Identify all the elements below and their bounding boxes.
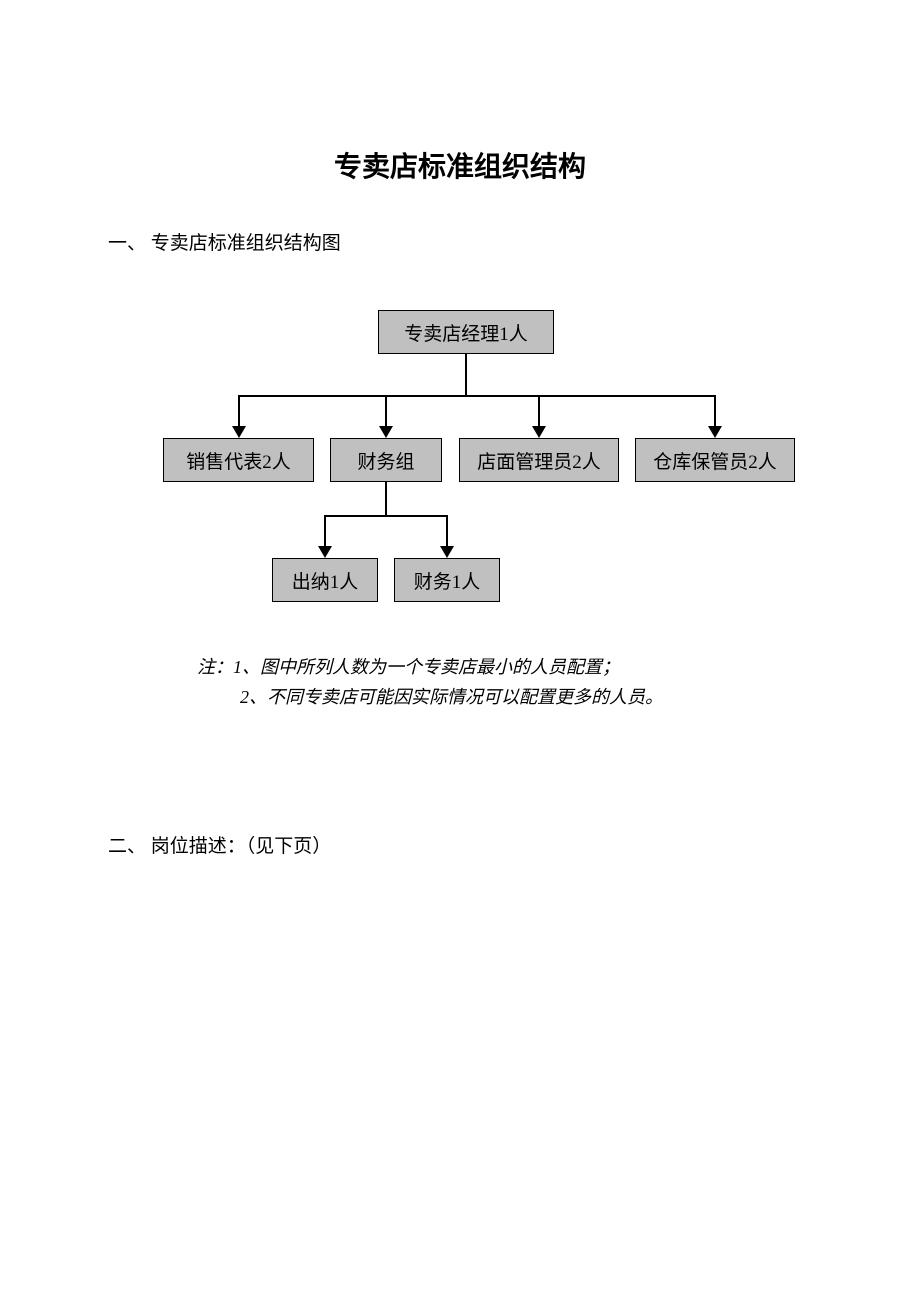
arrow-sales (232, 426, 246, 438)
node-manager: 专卖店经理1人 (378, 310, 554, 354)
note-line-1: 注：1、图中所列人数为一个专卖店最小的人员配置； (197, 653, 620, 679)
section-two-heading: 二、 岗位描述：（见下页） (108, 831, 331, 858)
line-to-accountant (446, 515, 448, 546)
line-level3-horizontal (324, 515, 448, 517)
node-sales-rep: 销售代表2人 (163, 438, 314, 482)
section-one-heading: 一、 专卖店标准组织结构图 (108, 228, 341, 255)
line-to-sales (238, 395, 240, 426)
node-accountant: 财务1人 (394, 558, 500, 602)
line-finance-down (385, 482, 387, 517)
arrow-accountant (440, 546, 454, 558)
note-line-2: 2、不同专卖店可能因实际情况可以配置更多的人员。 (240, 683, 663, 709)
node-warehouse-keeper: 仓库保管员2人 (635, 438, 795, 482)
org-chart-diagram: 专卖店经理1人 销售代表2人 财务组 店面管理员2人 仓库保管员2人 出纳1人 … (0, 300, 920, 630)
line-manager-down (465, 354, 467, 397)
node-cashier: 出纳1人 (272, 558, 378, 602)
arrow-warehouse (708, 426, 722, 438)
node-finance-group: 财务组 (330, 438, 442, 482)
arrow-finance (379, 426, 393, 438)
arrow-cashier (318, 546, 332, 558)
line-level2-horizontal (238, 395, 715, 397)
arrow-store (532, 426, 546, 438)
page-title: 专卖店标准组织结构 (0, 145, 920, 185)
line-to-cashier (324, 515, 326, 546)
line-to-store (538, 395, 540, 426)
node-store-manager: 店面管理员2人 (459, 438, 619, 482)
line-to-finance (385, 395, 387, 426)
line-to-warehouse (714, 395, 716, 426)
